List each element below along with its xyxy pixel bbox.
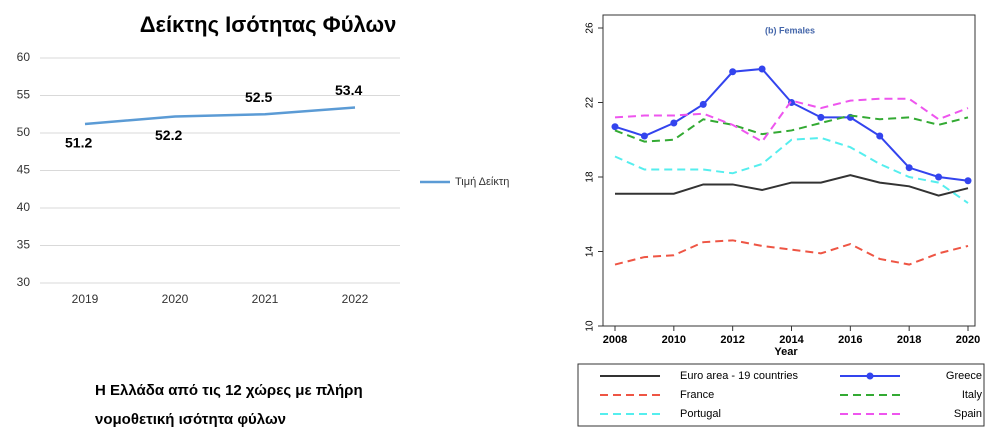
legend-label: Portugal (680, 408, 721, 420)
marker (758, 65, 766, 73)
marker (699, 100, 707, 108)
x-tick-label: 2012 (720, 334, 744, 346)
legend-label: Greece (946, 370, 982, 382)
line (614, 67, 969, 182)
y-tick-label: 14 (585, 246, 596, 258)
x-tick-label: 2019 (72, 292, 99, 306)
y-tick-label: 35 (17, 238, 31, 252)
data-label: 52.2 (155, 127, 182, 143)
marker (876, 132, 884, 140)
marker (640, 132, 648, 140)
legend-label: Italy (962, 389, 983, 401)
line (84, 106, 356, 126)
x-tick-label: 2020 (162, 292, 189, 306)
line (615, 174, 969, 197)
chart-title: Δείκτης Ισότητας Φύλων (140, 12, 397, 37)
x-tick-label: 2014 (779, 334, 804, 346)
y-tick-label: 10 (585, 320, 596, 332)
marker (817, 113, 825, 121)
legend-label: France (680, 389, 714, 401)
line (614, 239, 969, 266)
caption-line: νομοθετική ισότητα φύλων (95, 411, 286, 428)
legend-marker (866, 372, 874, 380)
legend-label: Euro area - 19 countries (680, 370, 799, 382)
y-tick-label: 30 (17, 275, 31, 289)
marker (611, 123, 619, 131)
y-tick-label: 26 (585, 22, 596, 34)
data-label: 51.2 (65, 135, 92, 151)
legend-box (577, 363, 985, 427)
x-tick-label: 2018 (897, 334, 921, 346)
legend-label: Τιμή Δείκτη (455, 176, 509, 188)
y-tick-label: 40 (17, 200, 31, 214)
data-label: 53.4 (335, 82, 362, 98)
marker (670, 119, 678, 127)
marker (964, 177, 972, 185)
line (614, 97, 969, 143)
marker (729, 68, 737, 76)
x-axis-label: Year (774, 346, 798, 358)
marker (905, 164, 913, 172)
x-tick-label: 2022 (342, 292, 369, 306)
y-tick-label: 55 (17, 88, 31, 102)
marker (935, 173, 943, 181)
chart-subtitle: (b) Females (765, 25, 815, 35)
legend-label: Spain (954, 408, 982, 420)
line (614, 114, 969, 143)
y-tick-label: 60 (17, 50, 31, 64)
caption-line: Η Ελλάδα από τις 12 χώρες με πλήρη (95, 382, 363, 399)
y-tick-label: 22 (585, 97, 596, 109)
plot-frame (602, 14, 976, 327)
line (614, 136, 969, 204)
x-tick-label: 2008 (603, 334, 627, 346)
y-tick-label: 45 (17, 163, 31, 177)
x-tick-label: 2010 (662, 334, 686, 346)
y-tick-label: 18 (585, 171, 596, 183)
x-tick-label: 2016 (838, 334, 862, 346)
data-label: 52.5 (245, 89, 272, 105)
y-tick-label: 50 (17, 125, 31, 139)
x-tick-label: 2021 (252, 292, 279, 306)
x-tick-label: 2020 (956, 334, 980, 346)
